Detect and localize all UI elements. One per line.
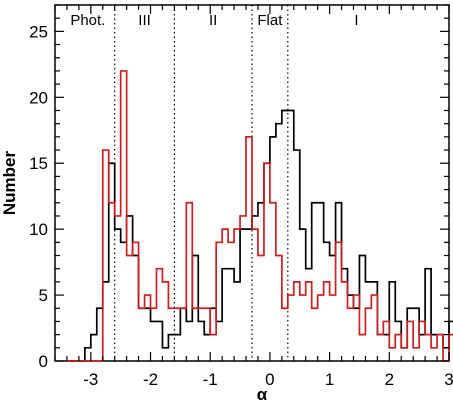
x-tick-label: 0 bbox=[265, 370, 274, 389]
region-label: I bbox=[354, 12, 358, 29]
x-tick-label: -1 bbox=[203, 370, 218, 389]
histogram-series-1 bbox=[66, 109, 453, 362]
x-tick-label: 3 bbox=[444, 370, 453, 389]
axis-ticks bbox=[54, 4, 450, 362]
region-dividers bbox=[114, 5, 289, 361]
x-tick-label: -2 bbox=[143, 370, 158, 389]
region-label: Flat bbox=[257, 12, 283, 29]
y-tick-label: 5 bbox=[39, 286, 48, 305]
y-tick-label: 0 bbox=[39, 352, 48, 371]
x-tick-label: 2 bbox=[385, 370, 394, 389]
y-tick-label: 15 bbox=[29, 154, 48, 173]
y-tick-label: 10 bbox=[29, 220, 48, 239]
region-label: II bbox=[209, 12, 217, 29]
series-group bbox=[66, 70, 453, 362]
y-tick-label: 20 bbox=[29, 88, 48, 107]
y-axis-label: Number bbox=[0, 151, 19, 216]
region-label: III bbox=[138, 12, 151, 29]
x-tick-label: 1 bbox=[325, 370, 334, 389]
x-tick-label: -3 bbox=[83, 370, 98, 389]
region-label: Phot. bbox=[70, 12, 105, 29]
histogram-series-2 bbox=[66, 70, 453, 362]
y-tick-label: 25 bbox=[29, 22, 48, 41]
x-axis-label: α bbox=[257, 385, 268, 404]
